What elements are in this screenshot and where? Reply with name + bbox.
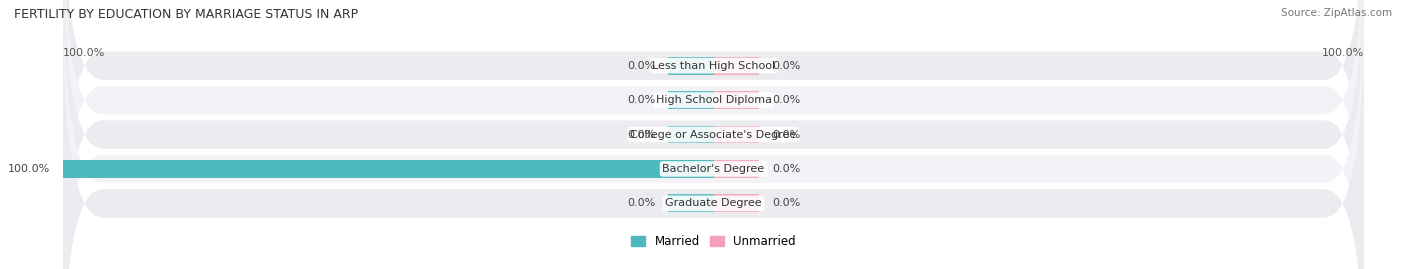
Text: FERTILITY BY EDUCATION BY MARRIAGE STATUS IN ARP: FERTILITY BY EDUCATION BY MARRIAGE STATU… xyxy=(14,8,359,21)
Bar xyxy=(668,194,713,212)
FancyBboxPatch shape xyxy=(63,0,1364,258)
Bar xyxy=(668,57,713,75)
Text: 100.0%: 100.0% xyxy=(1322,48,1364,58)
Bar xyxy=(713,57,759,75)
Bar xyxy=(713,126,759,143)
Bar xyxy=(63,160,713,178)
Text: 0.0%: 0.0% xyxy=(627,129,655,140)
Text: Bachelor's Degree: Bachelor's Degree xyxy=(662,164,765,174)
FancyBboxPatch shape xyxy=(63,0,1364,269)
Text: 0.0%: 0.0% xyxy=(772,198,800,208)
Bar xyxy=(713,91,759,109)
Bar xyxy=(713,194,759,212)
Text: College or Associate's Degree: College or Associate's Degree xyxy=(630,129,797,140)
FancyBboxPatch shape xyxy=(63,0,1364,269)
Text: Graduate Degree: Graduate Degree xyxy=(665,198,762,208)
Legend: Married, Unmarried: Married, Unmarried xyxy=(627,230,800,253)
Text: 0.0%: 0.0% xyxy=(772,61,800,71)
Text: 100.0%: 100.0% xyxy=(63,48,105,58)
Text: 0.0%: 0.0% xyxy=(627,198,655,208)
Bar xyxy=(668,126,713,143)
Text: 0.0%: 0.0% xyxy=(627,95,655,105)
Text: Less than High School: Less than High School xyxy=(652,61,775,71)
Bar xyxy=(668,91,713,109)
Bar xyxy=(713,160,759,178)
Text: Source: ZipAtlas.com: Source: ZipAtlas.com xyxy=(1281,8,1392,18)
Text: 100.0%: 100.0% xyxy=(8,164,51,174)
Text: 0.0%: 0.0% xyxy=(772,164,800,174)
Text: 0.0%: 0.0% xyxy=(772,95,800,105)
Text: 0.0%: 0.0% xyxy=(627,61,655,71)
FancyBboxPatch shape xyxy=(63,11,1364,269)
Text: 0.0%: 0.0% xyxy=(772,129,800,140)
FancyBboxPatch shape xyxy=(63,0,1364,269)
Text: High School Diploma: High School Diploma xyxy=(655,95,772,105)
